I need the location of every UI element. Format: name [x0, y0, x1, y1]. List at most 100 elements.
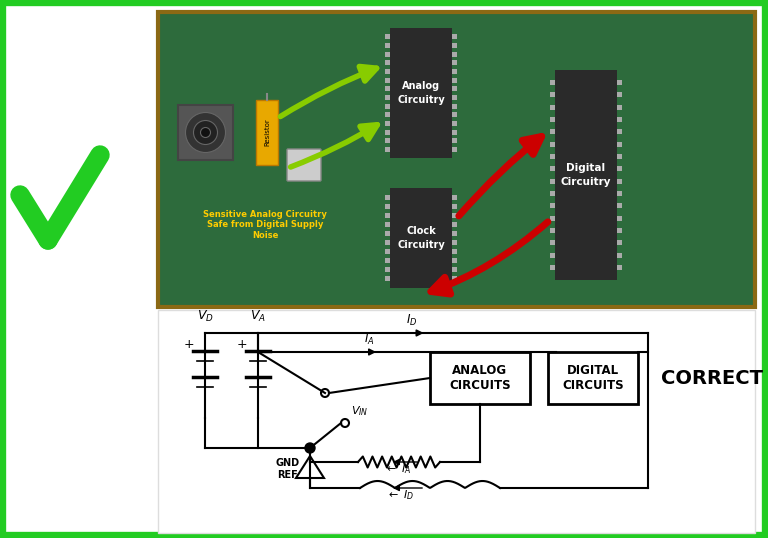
Bar	[158, 310, 755, 533]
Circle shape	[194, 121, 217, 145]
Bar	[617, 203, 622, 208]
Bar	[452, 231, 457, 236]
Bar	[617, 129, 622, 134]
Bar	[550, 179, 555, 183]
Bar	[385, 267, 390, 272]
Bar	[550, 80, 555, 85]
Bar	[617, 228, 622, 233]
FancyBboxPatch shape	[548, 352, 638, 404]
Bar	[617, 265, 622, 270]
Bar	[452, 222, 457, 227]
Bar	[617, 216, 622, 221]
Bar	[452, 121, 457, 126]
Bar	[452, 103, 457, 109]
Bar	[452, 43, 457, 48]
Bar	[385, 60, 390, 65]
Bar	[385, 222, 390, 227]
Bar	[385, 213, 390, 218]
Text: $V_D$: $V_D$	[197, 309, 214, 324]
Circle shape	[305, 443, 315, 453]
Bar	[550, 203, 555, 208]
Text: $I_A$: $I_A$	[364, 332, 374, 347]
Bar	[385, 240, 390, 245]
Bar	[550, 265, 555, 270]
Bar	[385, 34, 390, 39]
Bar	[158, 12, 755, 307]
Bar	[617, 191, 622, 196]
Text: $\leftarrow\ I_D$: $\leftarrow\ I_D$	[386, 488, 414, 502]
Bar	[550, 166, 555, 171]
Text: $V_{IN}$: $V_{IN}$	[351, 404, 369, 418]
Bar	[385, 138, 390, 143]
Bar	[452, 195, 457, 200]
Bar	[617, 117, 622, 122]
Bar	[550, 240, 555, 245]
Bar	[385, 43, 390, 48]
Text: $\leftarrow\ I_A$: $\leftarrow\ I_A$	[384, 462, 412, 476]
Bar	[385, 121, 390, 126]
Bar	[550, 191, 555, 196]
Text: Digital
Circuitry: Digital Circuitry	[561, 164, 611, 187]
FancyBboxPatch shape	[287, 149, 321, 181]
Text: Sensitive Analog Circuitry
Safe from Digital Supply
Noise: Sensitive Analog Circuitry Safe from Dig…	[203, 210, 327, 240]
Bar	[452, 258, 457, 263]
Bar	[550, 92, 555, 97]
Bar	[550, 216, 555, 221]
Bar	[617, 166, 622, 171]
Bar	[385, 86, 390, 91]
Bar	[452, 130, 457, 134]
Bar	[452, 34, 457, 39]
Bar	[617, 104, 622, 110]
Bar	[385, 112, 390, 117]
Bar	[385, 231, 390, 236]
Bar	[617, 80, 622, 85]
Bar	[385, 147, 390, 152]
Bar	[452, 277, 457, 281]
Text: ANALOG
CIRCUITS: ANALOG CIRCUITS	[449, 364, 511, 392]
Text: GND
REF: GND REF	[276, 458, 300, 479]
Text: $I_D$: $I_D$	[406, 313, 417, 328]
Text: Clock
Circuitry: Clock Circuitry	[397, 226, 445, 250]
Bar	[555, 70, 617, 280]
Text: CORRECT: CORRECT	[661, 369, 763, 387]
Bar	[452, 213, 457, 218]
FancyBboxPatch shape	[178, 105, 233, 160]
Text: Analog
Circuitry: Analog Circuitry	[397, 81, 445, 104]
Bar	[385, 52, 390, 56]
Bar	[617, 154, 622, 159]
Bar	[385, 69, 390, 74]
Bar	[617, 253, 622, 258]
Circle shape	[200, 128, 210, 138]
Bar	[617, 179, 622, 183]
Bar	[452, 86, 457, 91]
Bar	[452, 60, 457, 65]
Bar	[452, 95, 457, 100]
Bar	[550, 253, 555, 258]
Bar	[452, 77, 457, 82]
Text: Resistor: Resistor	[264, 118, 270, 146]
Bar	[385, 258, 390, 263]
Bar	[617, 92, 622, 97]
FancyBboxPatch shape	[430, 352, 530, 404]
Bar	[385, 277, 390, 281]
Bar	[390, 188, 452, 288]
Circle shape	[186, 112, 226, 152]
Bar	[452, 69, 457, 74]
Bar	[550, 104, 555, 110]
Text: +: +	[184, 338, 194, 351]
Bar	[452, 204, 457, 209]
Bar	[550, 141, 555, 147]
Bar	[550, 117, 555, 122]
Bar	[452, 112, 457, 117]
Bar	[385, 130, 390, 134]
Bar	[550, 154, 555, 159]
Bar	[452, 52, 457, 56]
Text: $V_A$: $V_A$	[250, 309, 266, 324]
Bar	[617, 141, 622, 147]
Bar	[617, 240, 622, 245]
Bar	[452, 249, 457, 254]
Bar	[452, 240, 457, 245]
Bar	[550, 129, 555, 134]
Bar	[452, 147, 457, 152]
Bar	[385, 195, 390, 200]
